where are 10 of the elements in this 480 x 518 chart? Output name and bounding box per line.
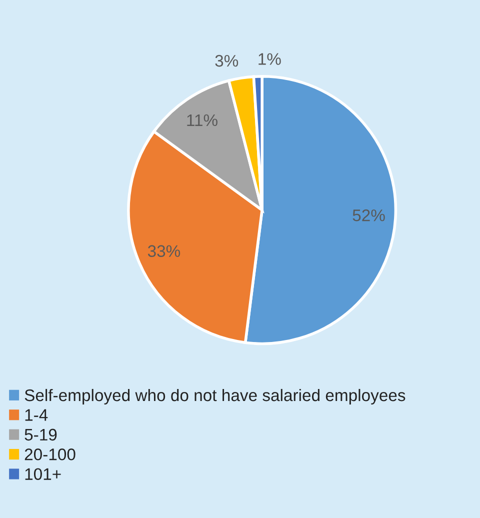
legend-label: 1-4 [25,409,48,421]
data-label: 3% [215,54,238,67]
data-label: 11% [187,114,218,126]
data-label: 1% [258,53,281,65]
legend-label: 101+ [25,468,61,480]
data-label: 52% [352,209,385,222]
data-label: 33% [148,245,180,257]
legend-label: 5-19 [24,428,57,441]
legend-label: 20-100 [24,448,76,460]
legend-label: Self-employed who do not have salaried employees [24,388,406,404]
